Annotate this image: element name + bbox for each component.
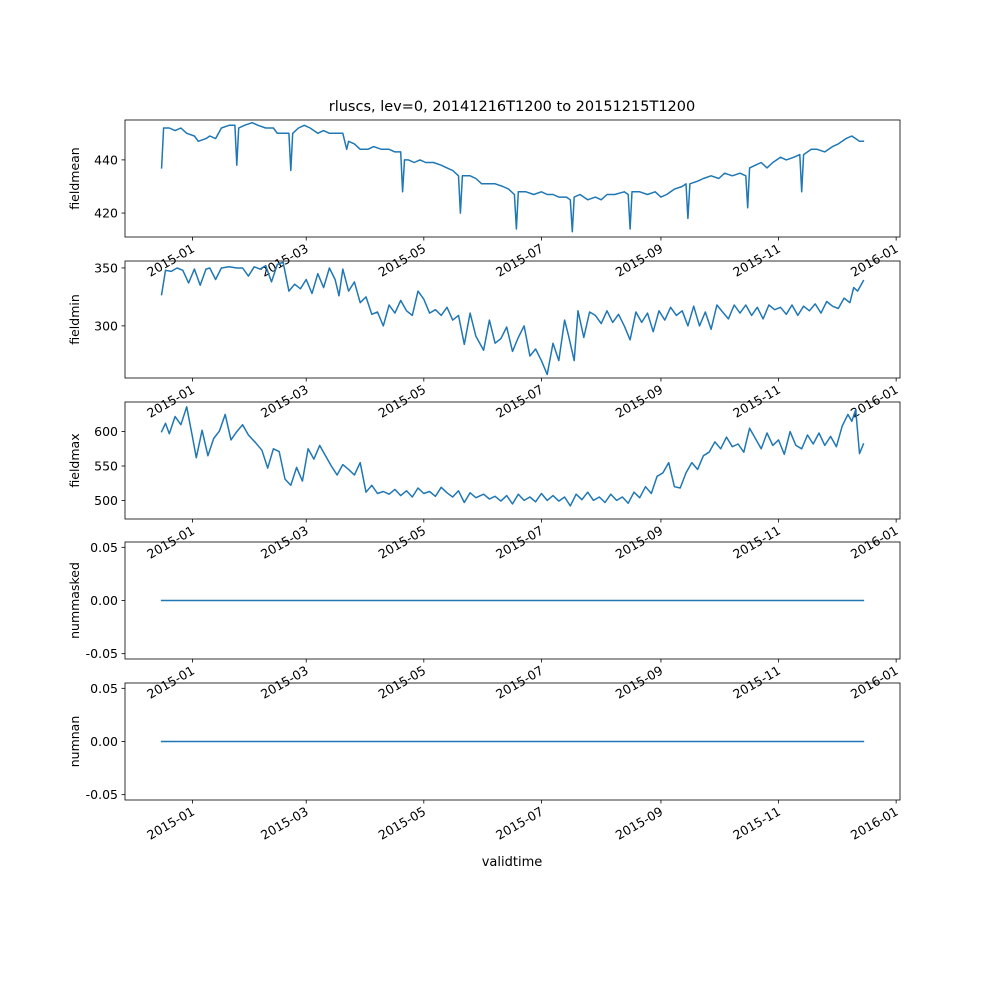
x-tick-label: 2015-07 — [493, 382, 546, 421]
x-tick-label: 2016-01 — [848, 663, 901, 702]
x-tick-label: 2015-05 — [376, 804, 429, 843]
x-tick-label: 2015-09 — [613, 382, 666, 421]
y-axis-label: nummasked — [67, 562, 82, 639]
y-tick-label: 550 — [94, 459, 118, 474]
x-tick-label: 2015-01 — [144, 663, 197, 702]
panel-numnan: -0.05 0.00 0.05 numnan 2015-01 2015-03 2015-05… — [67, 681, 901, 843]
panel-nummasked: -0.05 0.00 0.05 nummasked 2015-01 2015-03 2015… — [67, 540, 901, 702]
x-tick-label: 2015-11 — [730, 382, 783, 421]
x-tick-label: 2015-05 — [376, 241, 429, 280]
y-tick-label: -0.05 — [86, 787, 118, 802]
y-axis-label: fieldmean — [67, 147, 82, 209]
series-line-fieldmax — [160, 406, 865, 507]
x-tick-label: 2015-07 — [493, 663, 546, 702]
x-tick-label: 2016-01 — [848, 241, 901, 280]
axes-frame-fieldmean — [124, 119, 901, 238]
y-tick-label: -0.05 — [86, 646, 118, 661]
x-tick-label: 2015-05 — [376, 663, 429, 702]
y-axis-label: fieldmin — [67, 294, 82, 345]
series-line-fieldmean — [160, 121, 865, 233]
y-tick-label: 600 — [94, 424, 118, 439]
x-tick-label: 2015-09 — [613, 804, 666, 843]
series-line-fieldmin — [160, 261, 865, 376]
y-tick-label: 440 — [94, 152, 118, 167]
y-tick-label: 420 — [94, 206, 118, 221]
x-tick-label: 2015-07 — [493, 804, 546, 843]
x-tick-label: 2015-07 — [493, 241, 546, 280]
x-tick-label: 2015-03 — [258, 382, 311, 421]
axes-frame-fieldmin — [124, 260, 901, 379]
y-tick-label: 0.05 — [90, 540, 118, 555]
x-tick-label: 2015-11 — [730, 663, 783, 702]
axes-frame-fieldmax — [124, 401, 901, 520]
x-tick-label: 2015-01 — [144, 382, 197, 421]
y-tick-label: 300 — [94, 318, 118, 333]
y-tick-label: 500 — [94, 493, 118, 508]
y-axis-label: numnan — [67, 716, 82, 768]
y-axis-label: fieldmax — [67, 433, 82, 487]
x-axis-label: validtime — [482, 855, 543, 870]
y-tick-label: 0.00 — [90, 593, 118, 608]
y-tick-label: 0.00 — [90, 734, 118, 749]
x-tick-label: 2016-01 — [848, 804, 901, 843]
x-tick-label: 2015-03 — [258, 663, 311, 702]
x-tick-label: 2015-03 — [258, 804, 311, 843]
x-tick-label: 2015-01 — [144, 241, 197, 280]
x-tick-label: 2015-01 — [144, 804, 197, 843]
figure-title: rluscs, lev=0, 20141216T1200 to 20151215… — [329, 99, 696, 115]
x-tick-label: 2015-05 — [376, 382, 429, 421]
x-tick-label: 2015-09 — [613, 663, 666, 702]
x-tick-label: 2015-09 — [613, 241, 666, 280]
panel-fieldmean: 420 440 fieldmean 2015-01 2015-03 2015-05 2015… — [67, 119, 901, 280]
x-tick-label: 2015-03 — [258, 241, 311, 280]
panel-fieldmin: 300 350 fieldmin 2015-01 2015-03 2015-05 2015-… — [67, 260, 901, 420]
x-tick-label: 2015-11 — [730, 804, 783, 843]
y-tick-label: 350 — [94, 260, 118, 275]
x-tick-label: 2015-11 — [730, 241, 783, 280]
y-tick-label: 0.05 — [90, 681, 118, 696]
